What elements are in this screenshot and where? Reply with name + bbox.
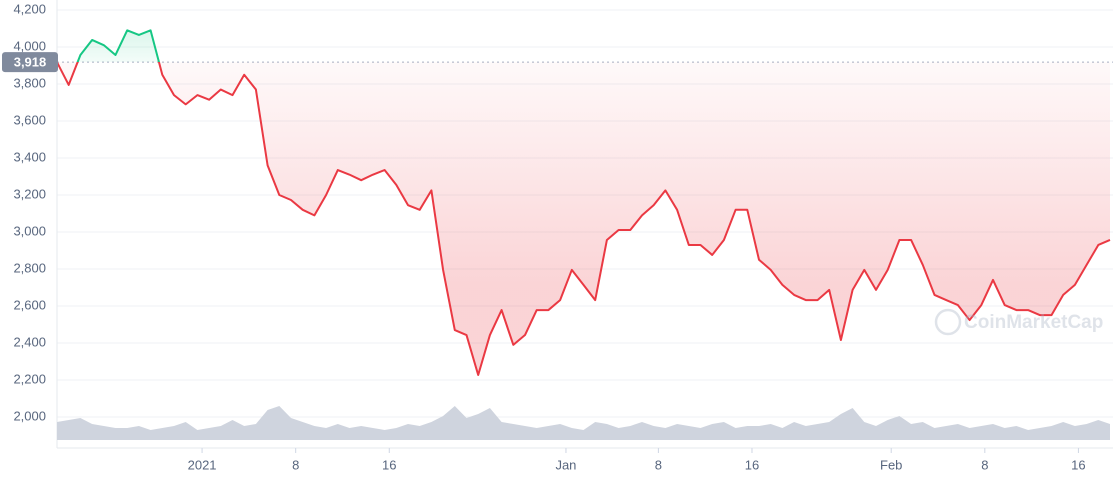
x-tick-label: Jan [555, 457, 576, 472]
y-tick-label: 3,800 [13, 75, 46, 90]
x-tick-label: 16 [382, 457, 396, 472]
y-tick-label: 3,600 [13, 112, 46, 127]
y-tick-label: 3,000 [13, 223, 46, 238]
baseline-badge [2, 52, 58, 73]
price-line [56, 29, 1111, 377]
y-tick-label: 2,800 [13, 260, 46, 275]
x-tick-label: 16 [745, 457, 759, 472]
y-tick-label: 2,600 [13, 297, 46, 312]
volume-area [57, 406, 1110, 440]
x-tick-label: 8 [655, 457, 662, 472]
x-tick-label: Feb [880, 457, 902, 472]
watermark-text: CoinMarketCap [964, 312, 1103, 333]
x-tick-label: 8 [981, 457, 988, 472]
baseline-label: 3,918 [14, 55, 47, 70]
price-area [57, 30, 1110, 376]
watermark: CoinMarketCap [934, 308, 1103, 336]
y-tick-label: 2,200 [13, 371, 46, 386]
y-tick-label: 2,000 [13, 408, 46, 423]
y-tick-label: 4,200 [13, 1, 46, 16]
y-tick-label: 4,000 [13, 38, 46, 53]
x-tick-label: 16 [1071, 457, 1085, 472]
x-tick-label: 8 [292, 457, 299, 472]
watermark-logo [934, 308, 962, 336]
y-tick-label: 3,200 [13, 186, 46, 201]
x-tick-label: 2021 [188, 457, 217, 472]
y-tick-label: 2,400 [13, 334, 46, 349]
y-tick-label: 3,400 [13, 149, 46, 164]
